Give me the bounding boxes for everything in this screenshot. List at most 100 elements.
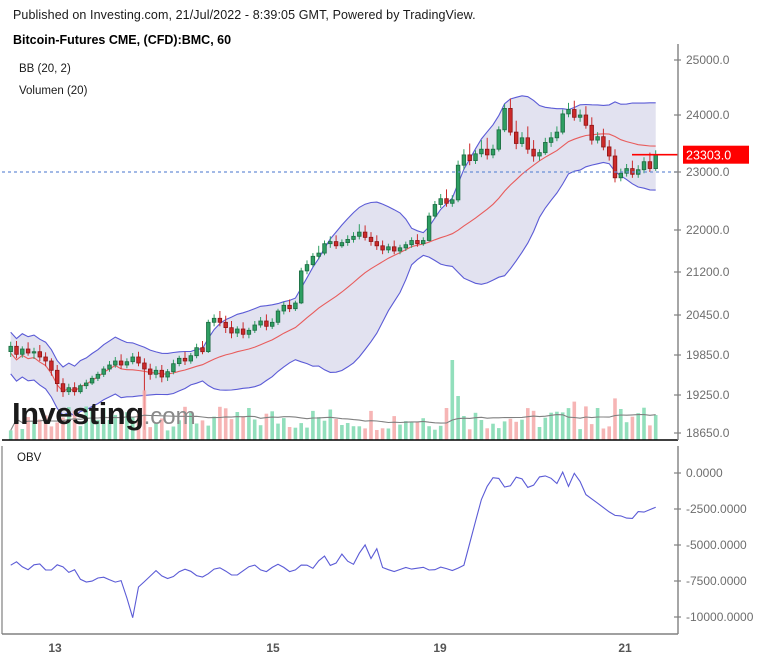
- candle-body: [37, 351, 42, 358]
- volume-bar: [386, 428, 391, 440]
- bollinger-middle-line: [10, 133, 656, 393]
- candle-body: [415, 240, 420, 245]
- candle-body: [72, 387, 77, 393]
- obv-tick-label: 0.0000: [686, 466, 723, 480]
- candle-body: [461, 154, 467, 166]
- candle-body: [223, 321, 228, 328]
- candle-body: [653, 154, 658, 169]
- volume-bar: [90, 410, 94, 440]
- volume-bar: [537, 427, 542, 440]
- volume-bar: [415, 421, 420, 440]
- candle-body: [397, 247, 403, 252]
- candle-body: [502, 108, 507, 131]
- volume-bar: [282, 418, 286, 440]
- obv-tick-label: -5000.0000: [686, 538, 747, 552]
- volume-bar: [543, 417, 548, 440]
- volume-bar: [450, 360, 455, 440]
- volume-bar: [154, 422, 158, 440]
- candle-body: [136, 356, 141, 364]
- candle-body: [607, 146, 612, 157]
- volume-bar: [473, 412, 478, 440]
- volume-bar: [148, 427, 152, 440]
- candle-body: [467, 154, 472, 161]
- volume-bar: [165, 430, 170, 440]
- candle-body: [601, 136, 606, 148]
- candle-body: [229, 327, 234, 334]
- volume-bar: [49, 426, 54, 440]
- candle-body: [450, 199, 455, 204]
- volume-bar: [20, 429, 25, 440]
- volume-bar: [427, 426, 431, 440]
- volume-bar: [584, 406, 588, 440]
- volume-bar: [369, 410, 373, 440]
- volume-bar: [270, 411, 274, 440]
- volume-bar: [619, 409, 623, 440]
- candle-body: [444, 198, 449, 204]
- candle-body: [147, 368, 153, 375]
- candle-body: [124, 361, 130, 366]
- volume-bar: [648, 425, 652, 440]
- price-tick-label: 19850.0: [686, 348, 730, 362]
- volume-bar: [67, 407, 71, 440]
- price-tick-label: 25000.0: [686, 53, 730, 67]
- volume-bar: [375, 430, 379, 440]
- candle-body: [618, 172, 623, 179]
- volume-bar: [485, 428, 489, 440]
- candle-body: [333, 241, 339, 247]
- volume-bar: [514, 421, 518, 440]
- candle-body: [484, 148, 490, 156]
- candle-body: [95, 373, 101, 379]
- volume-bar: [392, 416, 396, 440]
- volume-bar: [26, 417, 30, 440]
- time-tick-label: 21: [618, 641, 632, 655]
- candle-body: [194, 347, 199, 357]
- candle-body: [368, 236, 374, 242]
- candle-body: [281, 304, 286, 312]
- candle-body: [339, 242, 345, 247]
- candle-body: [647, 161, 653, 169]
- candle-body: [519, 137, 525, 144]
- volume-bar: [363, 428, 367, 440]
- volume-bar: [624, 422, 629, 440]
- candle-body: [252, 324, 257, 331]
- candle-body: [426, 215, 432, 241]
- volume-bar: [96, 419, 100, 440]
- volume-bar: [334, 419, 338, 440]
- candle-body: [217, 317, 223, 323]
- obv-tick-label: -2500.0000: [686, 502, 747, 516]
- volume-bar: [351, 426, 356, 440]
- candle-body: [66, 387, 71, 393]
- volume-bar: [502, 421, 507, 440]
- time-tick-label: 13: [48, 641, 62, 655]
- price-tick-label: 23000.0: [686, 165, 730, 179]
- volume-bar: [305, 427, 309, 440]
- candle-body: [176, 357, 182, 364]
- volume-bar: [642, 407, 646, 440]
- volume-bar: [235, 412, 240, 440]
- candle-body: [514, 131, 519, 144]
- price-tick-label: 20450.0: [686, 308, 730, 322]
- volume-bar: [421, 418, 425, 440]
- candle-body: [246, 329, 252, 335]
- indicator-label-bb: BB (20, 2): [19, 63, 71, 75]
- candle-body: [479, 148, 484, 155]
- volume-bar: [206, 425, 211, 440]
- candle-body: [641, 161, 647, 171]
- volume-bar: [43, 415, 48, 440]
- volume-bar: [223, 408, 228, 440]
- volume-bar: [212, 416, 216, 440]
- candle-body: [84, 382, 89, 387]
- candle-body: [391, 246, 397, 252]
- candle-body: [386, 246, 391, 251]
- candle-body: [130, 356, 135, 363]
- volume-bar: [200, 420, 205, 440]
- candle-body: [351, 235, 356, 240]
- volume-bar: [438, 425, 443, 440]
- candle-body: [211, 317, 217, 323]
- candle-body: [624, 168, 629, 174]
- candle-body: [293, 302, 298, 310]
- candle-body: [438, 198, 443, 205]
- volume-bar: [630, 416, 635, 440]
- bollinger-lower-line: [10, 161, 656, 417]
- candle-body: [583, 114, 589, 126]
